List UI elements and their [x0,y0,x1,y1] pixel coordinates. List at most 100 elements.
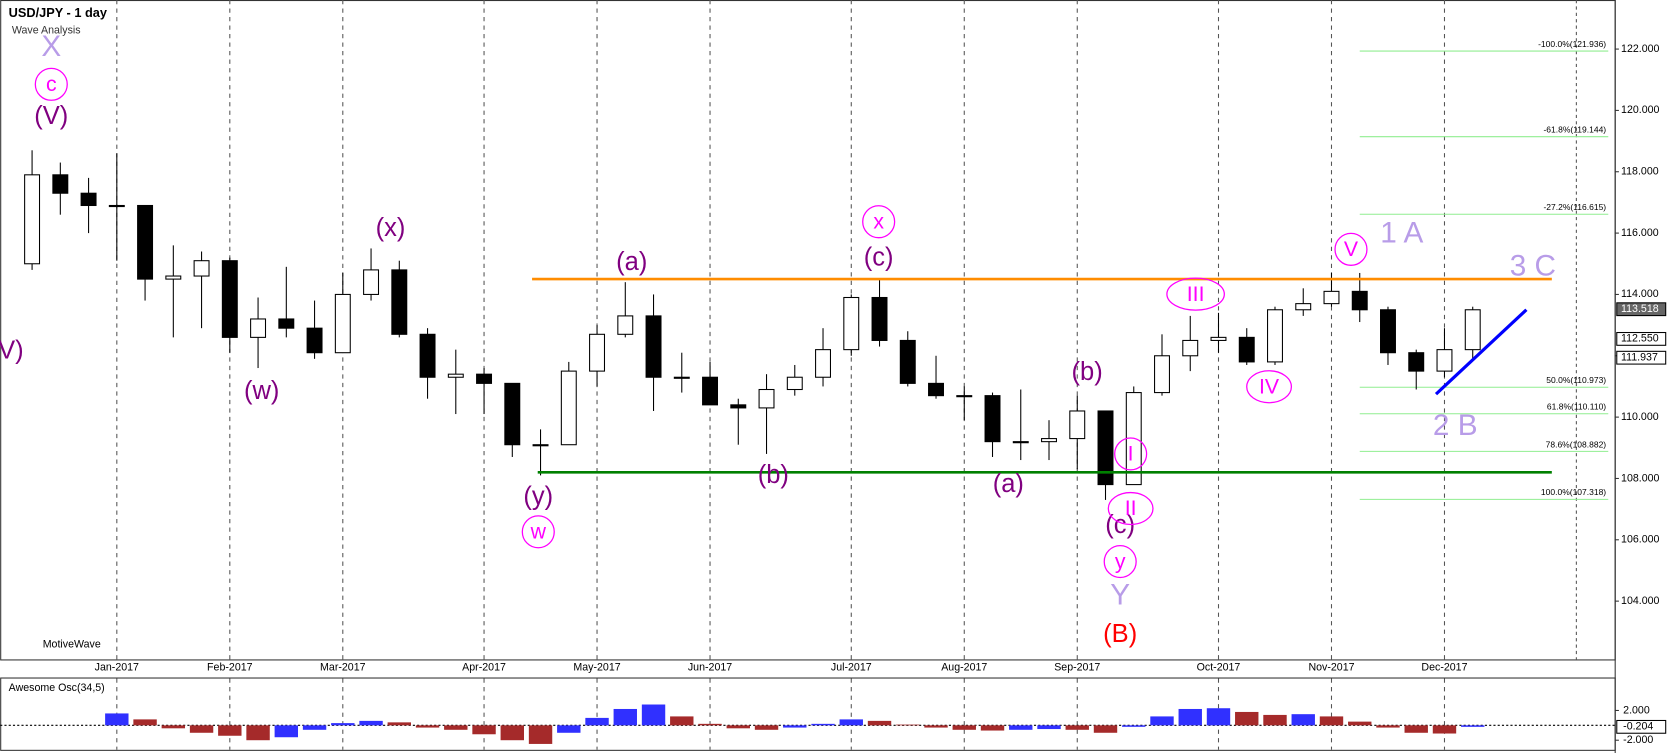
candle-body [1464,309,1481,351]
wave-label: x [873,209,884,233]
osc-bar [896,724,920,726]
candle-body [815,349,832,378]
osc-bar [1432,725,1457,734]
osc-bar [1093,725,1118,733]
osc-bar [839,719,863,726]
candle-body [1436,349,1453,372]
candle-body [1182,339,1199,357]
osc-bar [1291,714,1315,726]
osc-bar [1178,708,1202,726]
wave-label: III [1187,282,1205,306]
candle-body [1295,303,1312,311]
candle-body [1351,290,1368,311]
y-tick-label: 110.000 [1621,411,1659,423]
wave-label: (w) [244,377,279,405]
chart-title: USD/JPY - 1 day [9,5,108,20]
candle-body [871,296,888,341]
wave-circle [1107,491,1154,526]
wave-label: (V) [34,102,68,130]
osc-title: Awesome Osc(34,5) [9,682,105,694]
candle-body [1267,309,1283,363]
candle-body [24,174,41,265]
wave-label: (B) [1103,620,1137,648]
candle-body [956,395,973,398]
price-marker-label: 113.518 [1621,303,1659,315]
osc-bar [274,725,299,738]
x-tick-label: Jun-2017 [688,662,732,674]
fib-label: 50.0%(110.973) [1546,375,1606,385]
osc-tick-label: 2.000 [1623,704,1650,716]
wave-label: (a) [616,248,647,276]
candle-body [334,293,351,354]
candle-body [673,376,690,379]
osc-bar [1319,716,1344,726]
osc-bar [698,723,722,726]
candle-body [1097,410,1114,486]
candle-body [730,404,747,409]
fib-label: -61.8%(119.144) [1543,125,1606,135]
fib-label: 78.6%(108.882) [1546,439,1607,449]
osc-bar [218,725,242,736]
osc-bar [472,725,496,735]
osc-bar [1206,708,1231,726]
wave-circle [1246,370,1293,404]
candle-body [108,204,125,208]
wave-circle [521,515,555,549]
y-tick-label: 106.000 [1621,534,1659,546]
candle-body [617,315,634,335]
candle-body [645,315,662,378]
osc-bar [246,725,270,741]
wave-circle [34,67,68,101]
osc-bar [1461,725,1485,727]
candle-body [193,260,210,277]
price-marker-box [1616,331,1667,346]
candle-body [1380,309,1396,354]
candle-body [1012,441,1029,444]
osc-bar [500,725,524,741]
x-tick-label: May-2017 [573,662,620,674]
y-tick-label: 116.000 [1621,227,1659,239]
candle-body [476,373,493,384]
osc-bar [1150,716,1174,726]
price-marker-box [1616,350,1667,365]
candle-body [899,339,916,384]
wave-label: (c) [864,244,894,272]
osc-bar [161,725,186,729]
price-marker-box [1616,302,1667,317]
candle-body [786,376,803,391]
footer-brand: MotiveWave [43,638,101,650]
wave-label: IV [1259,374,1280,398]
wave-circle [1103,544,1137,579]
wave-circle [1114,437,1148,471]
osc-bar [585,717,609,726]
trendline [1434,308,1528,396]
osc-bar [1348,721,1372,726]
wave-label: II [1125,496,1137,520]
osc-bar [1235,711,1259,726]
candle-body [702,376,719,406]
candle-body [758,388,775,409]
osc-bar [670,716,694,726]
osc-bar [783,725,807,728]
osc-last-box [1616,719,1667,734]
x-tick-label: Feb-2017 [207,662,253,674]
y-tick-label: 108.000 [1621,472,1659,484]
osc-bar [1037,725,1061,730]
osc-bar [302,725,327,730]
wave-label: 3 C [1510,249,1556,282]
wave-label: Y [1110,579,1130,612]
candle-body [1041,438,1057,443]
wave-label: X [41,30,61,63]
candle-body [52,174,69,194]
fib-label: 61.8%(110.110) [1547,402,1606,412]
y-tick-label: 122.000 [1621,43,1659,55]
fib-label: -27.2%(116.615) [1543,202,1606,212]
wave-label: c [46,72,57,96]
candle-body [137,204,154,280]
wave-label: y [1115,549,1126,573]
candle-body [363,269,380,295]
wave-label: (b) [758,461,789,489]
